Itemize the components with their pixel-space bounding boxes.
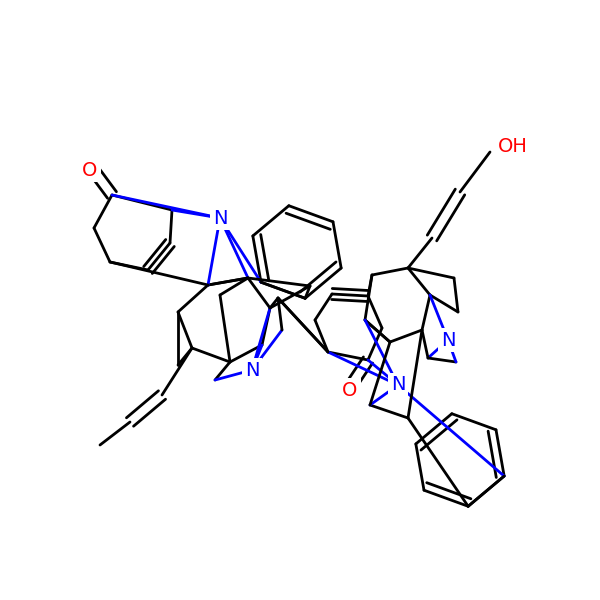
Text: O: O	[82, 160, 98, 179]
Text: N: N	[441, 331, 455, 349]
Text: N: N	[245, 361, 259, 379]
Text: OH: OH	[498, 137, 528, 157]
Text: O: O	[343, 380, 358, 400]
Text: N: N	[391, 376, 405, 395]
Text: N: N	[213, 208, 227, 227]
